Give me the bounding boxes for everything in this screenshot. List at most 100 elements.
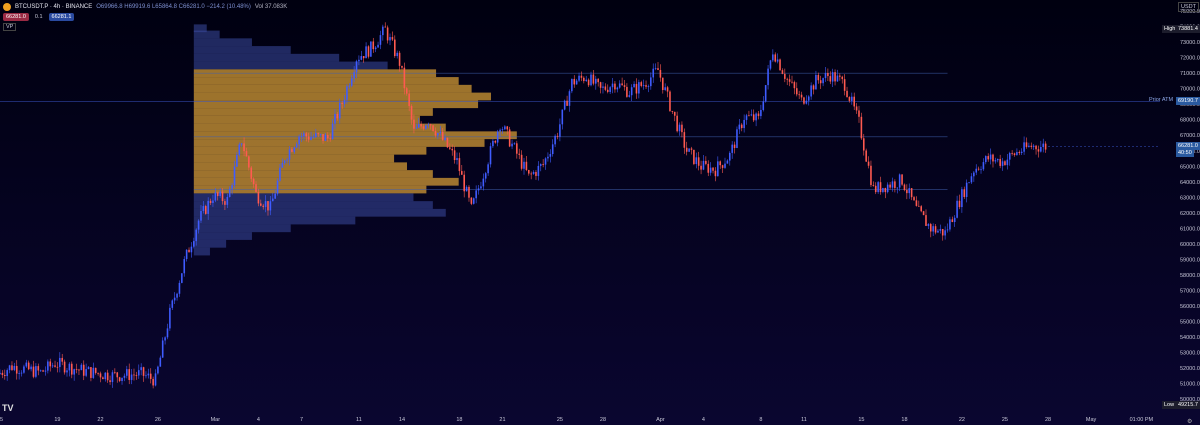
- candle-body: [836, 75, 839, 82]
- candle-body: [1016, 151, 1018, 156]
- candle-body: [279, 167, 281, 181]
- candle-body: [1020, 151, 1023, 153]
- candle-body: [733, 144, 736, 148]
- candle-body: [35, 366, 37, 377]
- y-tick-label: 73000.0: [1180, 40, 1200, 46]
- candle-body: [59, 357, 61, 368]
- candle-body: [898, 174, 901, 188]
- gear-icon[interactable]: ⚙: [1187, 419, 1193, 425]
- candle-body: [166, 328, 169, 338]
- candle-body: [305, 133, 308, 137]
- candle-body: [676, 115, 678, 132]
- candle-body: [90, 367, 92, 378]
- trade-buttons: 66281.0 0.1 66281.1: [3, 13, 75, 21]
- low-label: Low: [1162, 401, 1177, 409]
- x-tick-label: 25: [557, 417, 563, 423]
- currency-selector[interactable]: USDT: [1178, 2, 1199, 12]
- candle-body: [781, 70, 784, 74]
- candle-body: [788, 79, 791, 82]
- candle-body: [879, 182, 882, 193]
- candle-body: [841, 76, 844, 80]
- candle-body: [580, 75, 583, 78]
- candle-body: [860, 116, 863, 139]
- volume-profile-bar: [193, 92, 491, 101]
- candle-body: [1006, 159, 1009, 166]
- symbol-header: BTCUSDT.P · 4h · BINANCE O69966.8 H69919…: [3, 2, 287, 12]
- candle-body: [915, 200, 918, 206]
- candle-body: [374, 47, 377, 50]
- candle-body: [664, 87, 666, 91]
- candle-body: [482, 178, 485, 187]
- candle-body: [300, 136, 303, 137]
- candle-body: [322, 133, 324, 141]
- candle-body: [736, 129, 738, 148]
- candle-body: [772, 54, 774, 61]
- candle-body: [819, 80, 822, 84]
- volume-profile-bar: [193, 115, 420, 124]
- candle-body: [697, 157, 700, 166]
- sell-button[interactable]: 66281.0: [3, 13, 29, 21]
- candle-body: [961, 189, 963, 208]
- y-tick-label: 63000.0: [1180, 195, 1200, 201]
- candle-body: [75, 369, 78, 370]
- candle-body: [738, 124, 741, 130]
- candle-body: [118, 377, 121, 382]
- volume-profile-bar: [193, 247, 210, 256]
- candle-body: [953, 217, 956, 223]
- candle-body: [355, 61, 358, 73]
- candle-body: [941, 229, 944, 236]
- indicator-legend[interactable]: VP: [3, 23, 17, 31]
- candle-body: [573, 78, 576, 85]
- candle-body: [396, 52, 398, 57]
- candle-body: [70, 363, 73, 375]
- candle-body: [508, 129, 511, 147]
- candle-body: [985, 156, 987, 163]
- candle-body: [1013, 153, 1016, 156]
- candle-body: [80, 364, 83, 371]
- candle-body: [525, 161, 528, 170]
- x-tick-label: 15: [858, 417, 864, 423]
- candle-body: [401, 65, 403, 68]
- candle-body: [721, 165, 724, 168]
- candle-body: [240, 143, 243, 145]
- candle-body: [884, 187, 887, 193]
- candle-body: [965, 182, 968, 197]
- candle-body: [362, 56, 365, 59]
- candle-body: [140, 367, 142, 371]
- candle-body: [324, 134, 327, 141]
- candle-body: [872, 185, 875, 186]
- volume-profile-bar: [193, 177, 459, 186]
- symbol-name[interactable]: BTCUSDT.P · 4h · BINANCE: [15, 4, 93, 10]
- candle-body: [650, 77, 652, 87]
- candle-body: [11, 365, 13, 370]
- candle-body: [587, 79, 590, 86]
- candle-body: [226, 196, 229, 205]
- candle-body: [487, 164, 489, 174]
- candle-body: [645, 85, 647, 87]
- y-tick-label: 64000.0: [1180, 180, 1200, 186]
- candle-body: [745, 115, 748, 120]
- candle-body: [886, 184, 889, 193]
- candle-body: [633, 83, 635, 88]
- candle-body: [513, 143, 516, 145]
- candle-body: [391, 37, 394, 40]
- high-tag: 73881.4: [1176, 24, 1200, 33]
- last-price-tag: 66281.0: [1176, 142, 1200, 151]
- candle-body: [453, 150, 456, 161]
- candle-body: [549, 154, 552, 157]
- candle-body: [458, 158, 461, 172]
- candle-body: [1008, 153, 1011, 160]
- candle-body: [611, 83, 614, 88]
- candle-body: [992, 154, 994, 162]
- candle-body: [638, 82, 640, 94]
- buy-button[interactable]: 66281.1: [48, 13, 75, 21]
- candle-body: [47, 361, 49, 371]
- candle-body: [444, 137, 446, 140]
- candle-body: [925, 215, 927, 226]
- volume-profile-bar: [193, 224, 291, 233]
- volume-profile-bar: [193, 131, 517, 140]
- candle-body: [353, 72, 355, 79]
- candle-body: [539, 164, 542, 166]
- x-tick-label: 22: [959, 417, 965, 423]
